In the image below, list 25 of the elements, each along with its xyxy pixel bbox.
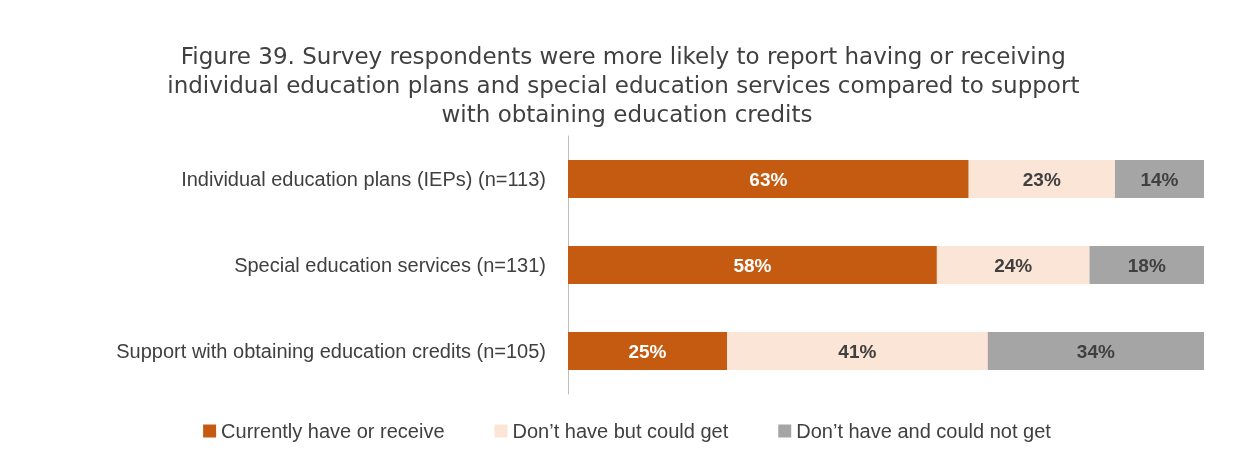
data-label: 25%	[628, 340, 667, 362]
legend-label: Don’t have but could get	[512, 420, 729, 442]
y-tick-label: Special education services (n=131)	[234, 254, 546, 276]
data-label: 23%	[1022, 168, 1061, 190]
data-label: 34%	[1076, 340, 1115, 362]
bar	[936, 246, 1090, 284]
data-label: 58%	[733, 254, 772, 276]
data-label: 63%	[749, 168, 788, 190]
bar	[1089, 246, 1204, 284]
chart-title: Figure 39. Survey respondents were more likely to report having or receiving individual education plans and special education services compared to support with obtaining education credits	[167, 42, 1087, 127]
y-tick-label: Individual education plans (IEPs) (n=113)	[181, 168, 546, 190]
y-tick-label: Support with obtaining education credits (n=105)	[116, 340, 546, 362]
data-label: 24%	[994, 254, 1033, 276]
bar	[727, 332, 988, 370]
data-label: 18%	[1127, 254, 1166, 276]
data-label: 41%	[838, 340, 877, 362]
bar	[568, 246, 937, 284]
legend-label: Don’t have and could not get	[796, 420, 1052, 442]
bar	[568, 160, 969, 198]
bar	[968, 160, 1115, 198]
data-label: 14%	[1140, 168, 1179, 190]
bar	[568, 332, 727, 370]
bar	[987, 332, 1204, 370]
bar	[1114, 160, 1204, 198]
legend-label: Currently have or receive	[221, 420, 445, 442]
